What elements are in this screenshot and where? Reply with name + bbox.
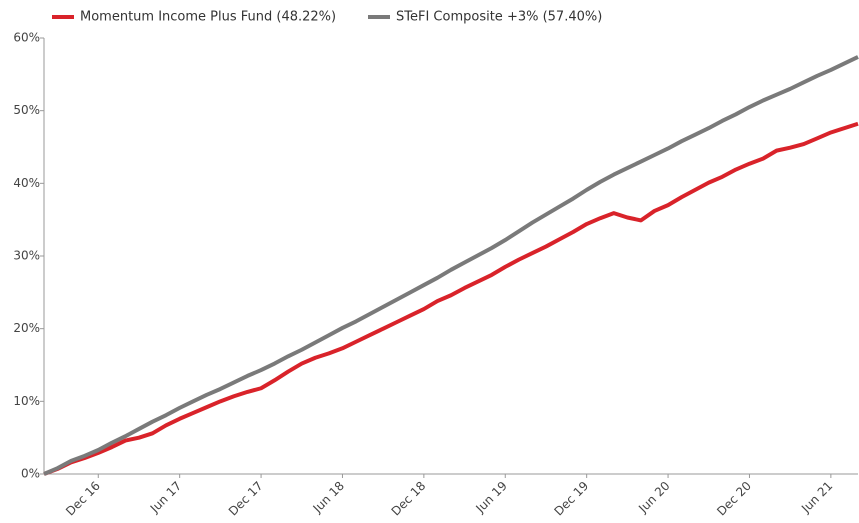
y-tick-label: 30% — [13, 249, 40, 263]
series-line — [43, 55, 859, 476]
x-tick-label: Jun 18 — [310, 479, 347, 516]
y-tick-label: 10% — [13, 394, 40, 408]
x-tick-label: Jun 20 — [635, 479, 672, 516]
x-tick-label: Jun 19 — [472, 479, 509, 516]
y-tick-label: 40% — [13, 176, 40, 190]
legend-label: Momentum Income Plus Fund (48.22%) — [80, 10, 336, 25]
legend-label: STeFI Composite +3% (57.40%) — [396, 10, 602, 25]
y-tick-label: 20% — [13, 321, 40, 335]
x-tick-label: Jun 17 — [147, 479, 184, 516]
x-tick-label: Dec 17 — [226, 479, 266, 519]
y-tick-label: 50% — [13, 103, 40, 117]
x-tick-label: Dec 18 — [389, 479, 429, 519]
x-tick-label: Jun 21 — [798, 479, 835, 516]
x-tick-label: Dec 20 — [714, 479, 754, 519]
x-tick-label: Dec 19 — [551, 479, 591, 519]
y-tick-label: 0% — [21, 467, 40, 481]
series-line — [43, 121, 859, 476]
x-tick-label: Dec 16 — [63, 479, 103, 519]
y-tick-label: 60% — [13, 31, 40, 45]
